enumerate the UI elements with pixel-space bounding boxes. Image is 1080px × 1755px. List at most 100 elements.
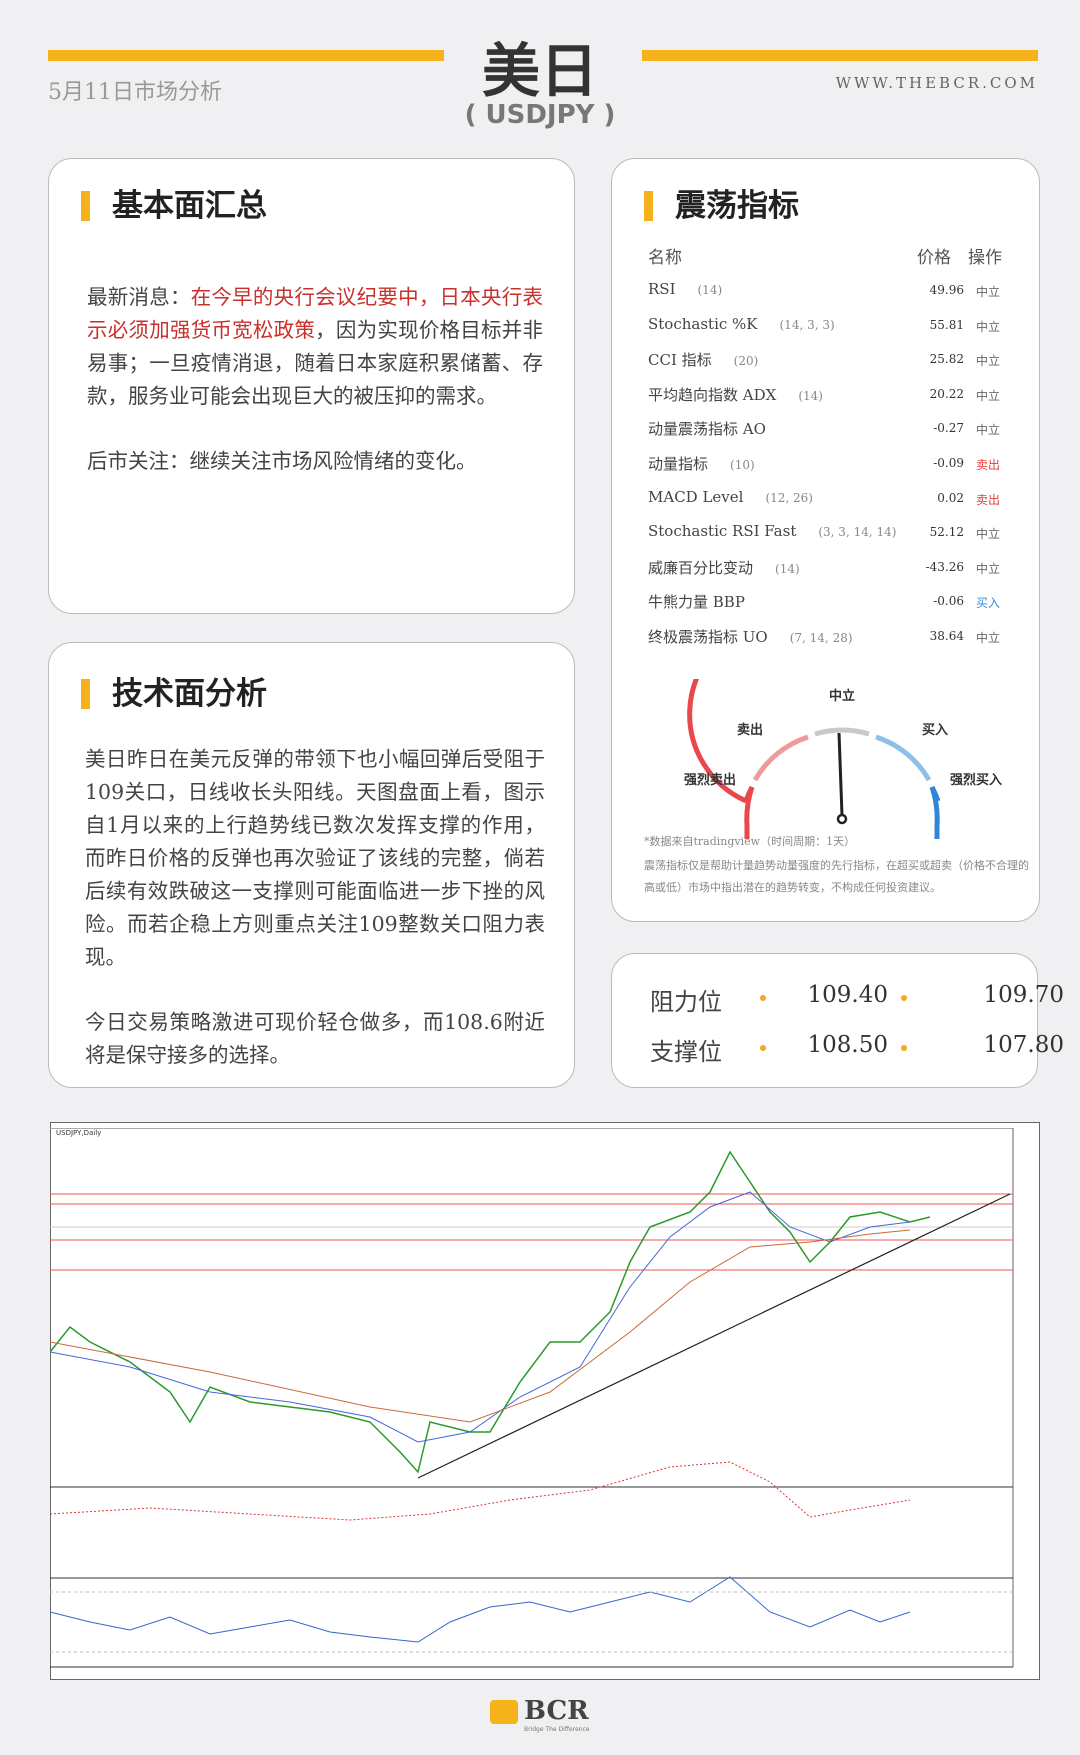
top-border xyxy=(50,1128,1013,1129)
price: -0.09 xyxy=(933,456,964,470)
gauge-neutral xyxy=(814,727,870,737)
indicator-name: 牛熊力量 BBP xyxy=(648,591,745,612)
footer-brand: BCR xyxy=(524,1696,589,1726)
price: 55.81 xyxy=(929,317,964,332)
name: 动量指标 xyxy=(648,455,709,473)
note: 震荡指标仅是帮助计量趋势动量强度的先行指标，在超买或超卖（价格不合理的高或低）市… xyxy=(644,859,1029,894)
name: 动量震荡指标 AO xyxy=(648,420,766,439)
price: 49.96 xyxy=(929,283,964,297)
levels: 阻力位 109.40 109.70 支撑位 108.50 107.80 xyxy=(612,954,1064,1089)
indicator-name: CCI 指标 (20) xyxy=(648,349,758,370)
level-value: 109.70 xyxy=(983,982,1064,1008)
level-lines xyxy=(50,1193,1013,1271)
indicator-name: 威廉百分比变动 (14) xyxy=(648,557,800,578)
chart-label: USDJPY,Daily xyxy=(56,1129,101,1137)
header-line-right xyxy=(642,50,1038,61)
paragraph: 今日交易策略激进可现价轻仓做多，而108.6附近将是保守接多的选择。 xyxy=(85,1010,545,1067)
name: CCI 指标 xyxy=(648,351,712,370)
level-value: 108.50 xyxy=(807,1032,888,1058)
needle xyxy=(837,732,844,816)
price: -0.06 xyxy=(933,594,964,609)
level-label: 阻力位 xyxy=(650,988,722,1016)
name: 平均趋向指数 ADX xyxy=(648,385,777,404)
rsi-line xyxy=(50,1576,911,1643)
level-value: 107.80 xyxy=(983,1032,1064,1058)
action: 卖出 xyxy=(975,492,1000,507)
name: 牛熊力量 BBP xyxy=(648,593,745,612)
indicator-name: 终极震荡指标 UO (7, 14, 28) xyxy=(648,626,853,647)
params: (12, 26) xyxy=(765,490,813,505)
action: 中立 xyxy=(975,319,1000,334)
column-price: 价格 xyxy=(917,248,951,268)
action: 卖出 xyxy=(975,458,1000,472)
header-line-left xyxy=(48,50,444,61)
name: 终极震荡指标 UO xyxy=(648,628,768,646)
name: MACD Level xyxy=(648,487,744,506)
outlook: 后市关注：继续关注市场风险情绪的变化。 xyxy=(87,449,477,473)
text: 最新消息： xyxy=(87,285,191,309)
bullet xyxy=(901,1045,907,1051)
news: 最新消息：在今早的央行会议纪要中，日本央行表示必须加强货币宽松政策，因为实现价格… xyxy=(87,281,543,413)
action: 中立 xyxy=(975,423,1000,438)
action: 中立 xyxy=(975,285,1000,299)
price: -0.27 xyxy=(933,421,964,436)
params: (14, 3, 3) xyxy=(779,317,835,332)
subtitle: ( USDJPY ) xyxy=(464,100,616,130)
trend-line xyxy=(417,1193,1011,1479)
action: 中立 xyxy=(975,561,1000,576)
ma-fast xyxy=(50,1191,911,1443)
column-action: 操作 xyxy=(968,248,1002,268)
text: 最新消息：在今早的央行会议纪要中，日本央行表示必须加强货币宽松政策，因为实现价格… xyxy=(87,281,543,510)
gauge-strong-buy-tail xyxy=(929,786,940,839)
ma-slow xyxy=(50,1229,911,1423)
gauge-sell-label: 卖出 xyxy=(737,723,764,738)
gauge-buy xyxy=(875,734,932,782)
action: 中立 xyxy=(975,354,1000,369)
oscillator-card: 震荡指标 名称 价格 操作 中立 卖出 买入 强烈卖出 强烈买入 *数据来自tr… xyxy=(611,158,1040,922)
params: (14) xyxy=(775,561,800,576)
name: RSI xyxy=(648,280,676,298)
params: (20) xyxy=(733,354,759,369)
level-label: 支撑位 xyxy=(650,1038,722,1066)
fundamentals-card: 基本面汇总 最新消息：在今早的央行会议纪要中，日本央行表示必须加强货币宽松政策，… xyxy=(48,158,575,614)
params: (14) xyxy=(697,283,723,297)
needle-hub xyxy=(836,813,848,825)
price-chart: USDJPY,Daily xyxy=(50,1122,1040,1680)
note: *数据来自tradingview（时间周期：1天） xyxy=(644,835,856,848)
params: (14) xyxy=(798,388,823,403)
column-name: 名称 xyxy=(648,248,682,268)
highlight: 在今早的央行会议纪要中，日本央行表示必须加强货币宽松政策 xyxy=(87,285,544,342)
heading: 基本面汇总 xyxy=(81,191,267,222)
heading: 技术面分析 xyxy=(81,679,267,710)
text: ，因为实现价格目标并非易事；一旦疫情消退，随着日本家庭积累储蓄、存款，服务业可能… xyxy=(87,318,544,408)
levels-card: 阻力位 109.40 109.70 支撑位 108.50 107.80 xyxy=(611,953,1064,1089)
price: 38.64 xyxy=(929,629,964,643)
title: 美日 xyxy=(481,37,598,105)
heading: 震荡指标 xyxy=(644,191,799,222)
price: 25.82 xyxy=(929,352,964,367)
params: (10) xyxy=(730,458,755,472)
price: -43.26 xyxy=(925,559,964,574)
price: 52.12 xyxy=(929,525,964,540)
price: 20.22 xyxy=(929,386,964,401)
action: 中立 xyxy=(975,388,1000,403)
indicator-name: 平均趋向指数 ADX (14) xyxy=(648,384,823,405)
name: Stochastic %K xyxy=(648,314,758,333)
bullet xyxy=(760,1045,766,1051)
params: (7, 14, 28) xyxy=(789,631,853,645)
date: 5月11日市场分析 xyxy=(48,80,222,105)
price-path xyxy=(50,1150,931,1474)
action: 中立 xyxy=(975,527,1000,542)
level-value: 109.40 xyxy=(807,982,888,1008)
gauge-strong-buy-label: 强烈买入 xyxy=(950,773,1003,788)
gauge-strong-sell-tail xyxy=(744,786,755,839)
frame xyxy=(50,1122,1040,1680)
macd-signal xyxy=(50,1461,911,1521)
gauge-sell xyxy=(752,734,809,782)
gauge-neutral-label: 中立 xyxy=(828,689,855,704)
indicator-name: Stochastic %K (14, 3, 3) xyxy=(648,315,835,333)
text: 美日昨日在美元反弹的带领下也小幅回弹后受阻于109关口，日线收长头阳线。天图盘面… xyxy=(85,743,545,1104)
gauge-buy-label: 买入 xyxy=(922,723,949,738)
indicator-name: RSI (14) xyxy=(648,280,722,298)
